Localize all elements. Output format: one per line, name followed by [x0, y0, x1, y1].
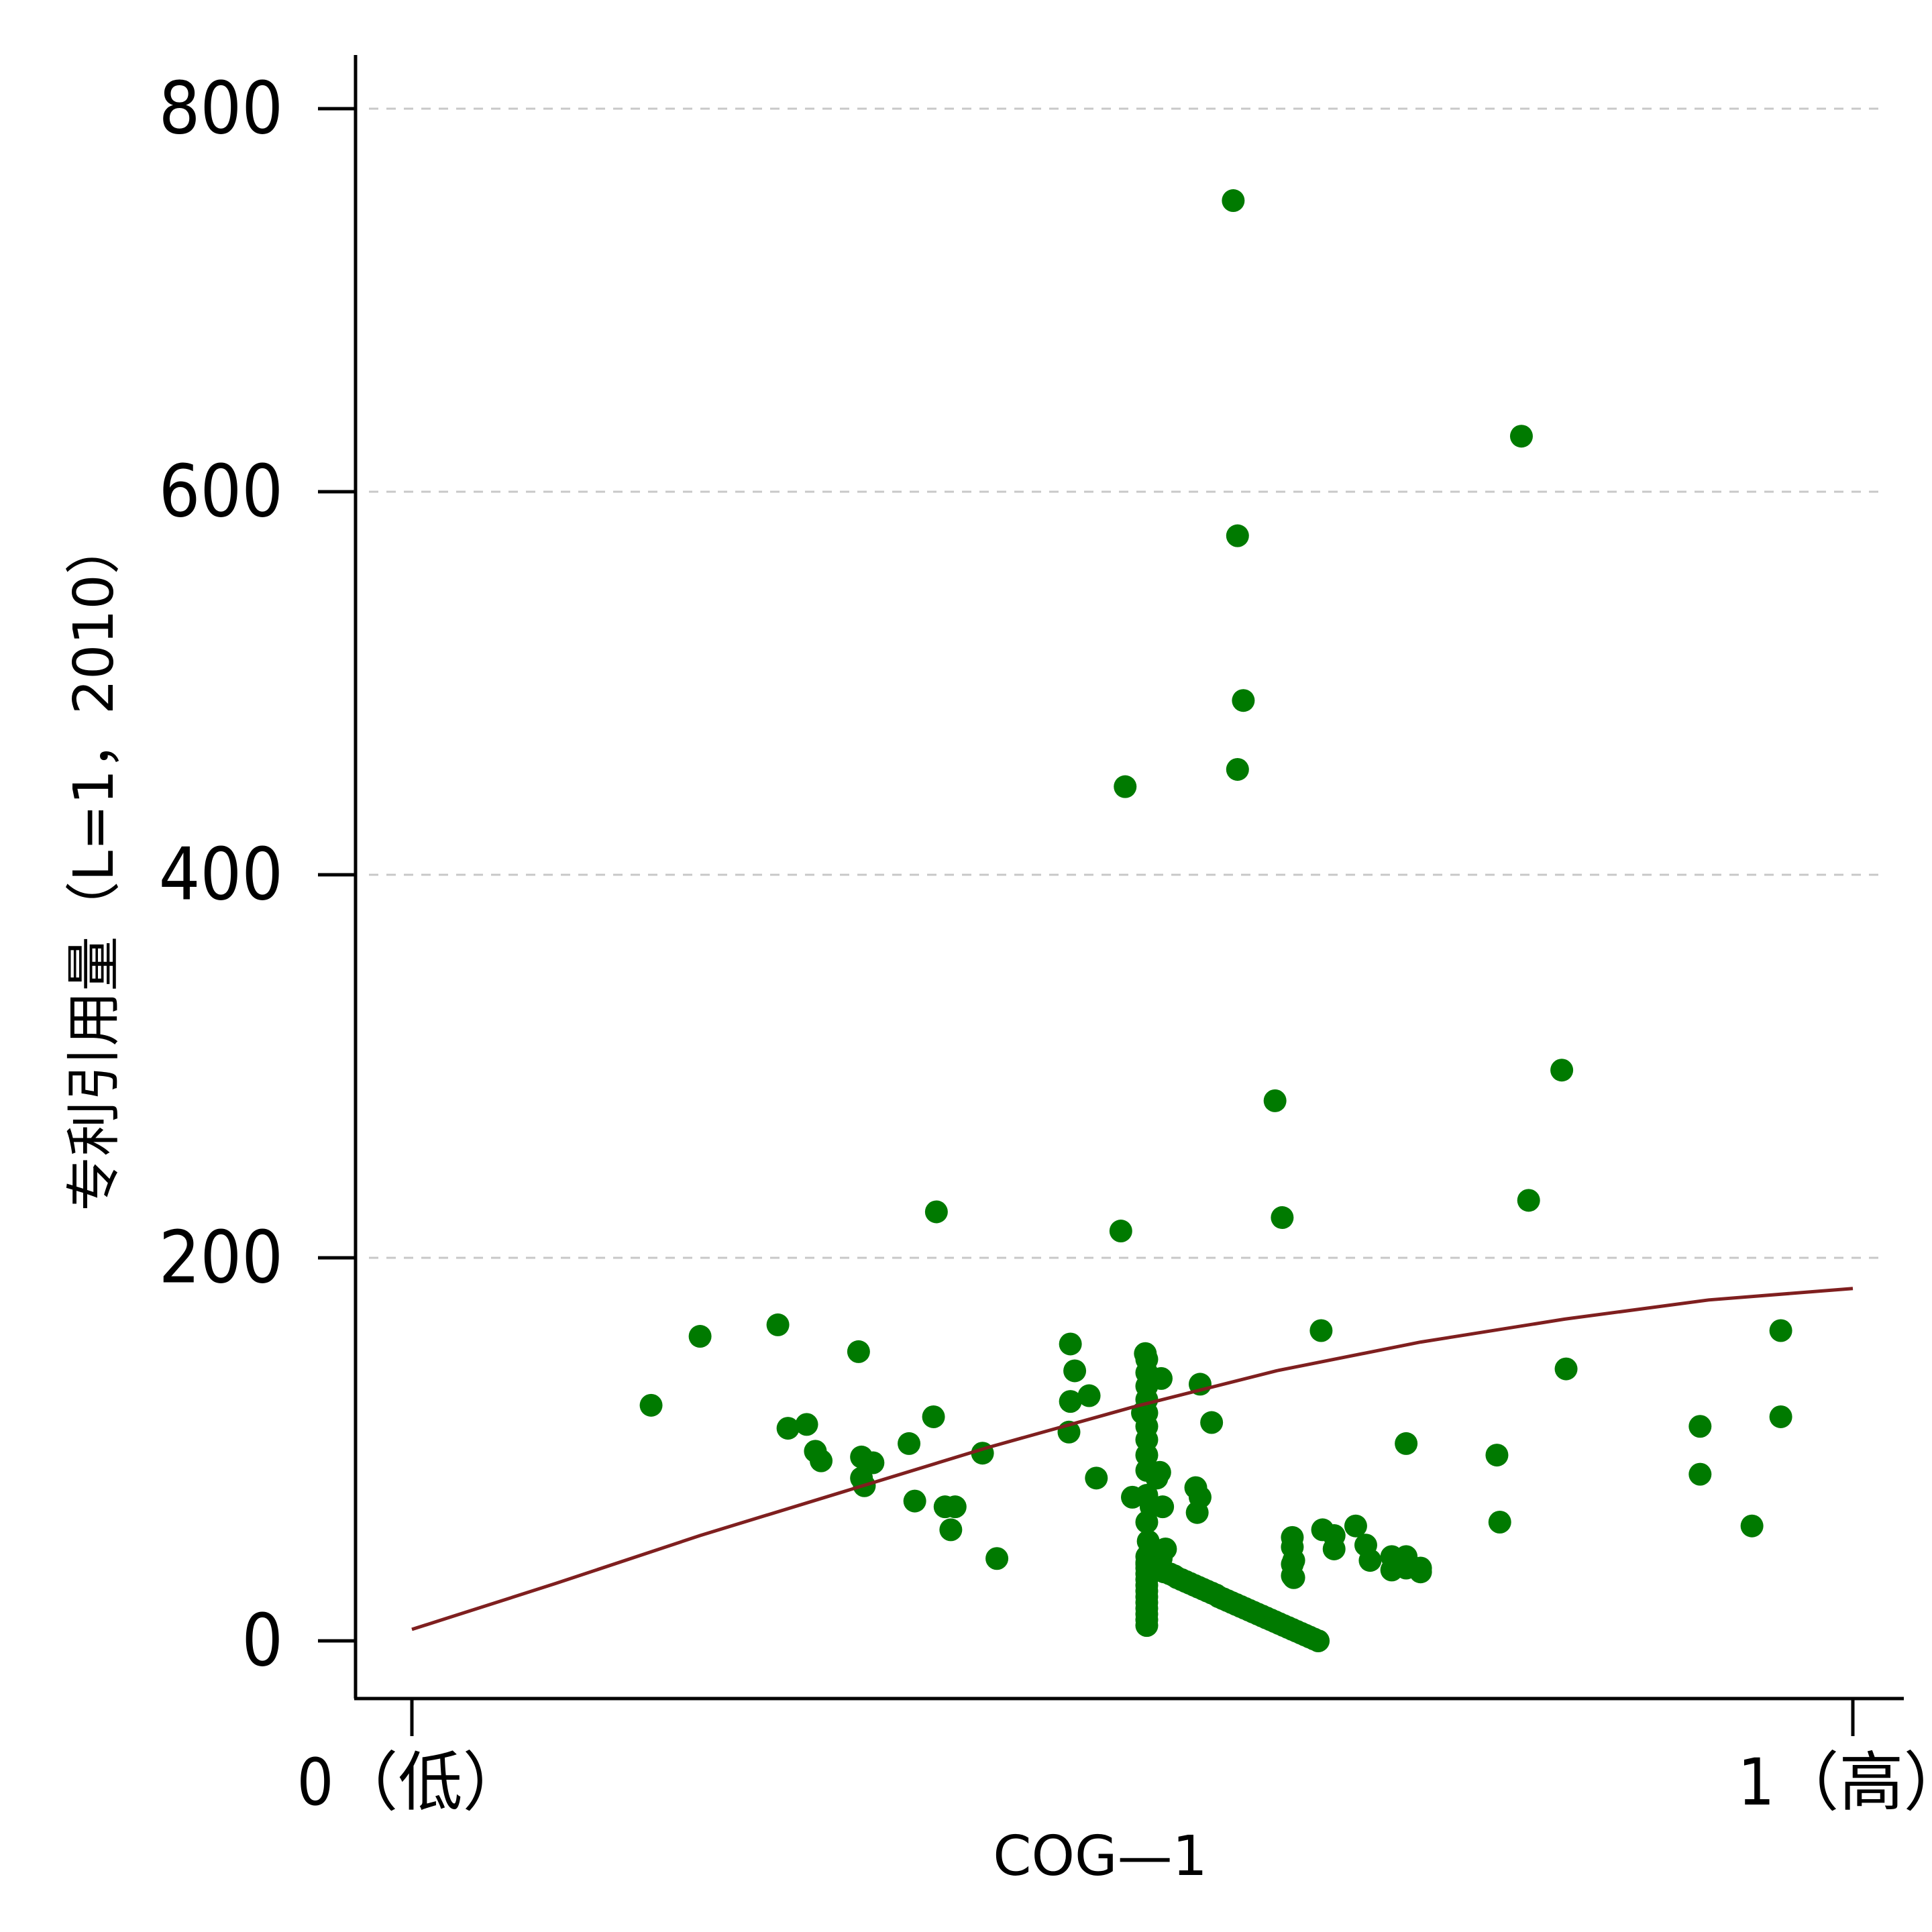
scatter-point-87: [1135, 1614, 1159, 1638]
scatter-point-40: [795, 1413, 818, 1436]
scatter-point-143: [1358, 1549, 1382, 1572]
scatter-point-72: [1185, 1501, 1209, 1524]
scatter-point-90: [1154, 1537, 1177, 1560]
x-tick-label-0: 0（低）: [297, 1745, 527, 1820]
scatter-point-21: [1554, 1357, 1578, 1381]
scatter-point-43: [810, 1449, 833, 1472]
scatter-point-34: [1085, 1466, 1108, 1490]
scatter-point-8: [924, 1200, 948, 1224]
scatter-point-36: [1485, 1444, 1509, 1467]
scatter-point-140: [1322, 1537, 1346, 1560]
scatter-point-51: [903, 1489, 926, 1513]
scatter-point-67: [1151, 1495, 1175, 1519]
scatter-point-25: [922, 1405, 945, 1428]
scatter-point-137: [1282, 1549, 1305, 1572]
scatter-point-50: [933, 1495, 957, 1519]
scatter-point-2: [1226, 524, 1249, 547]
x-ticks: 0（低） 1（高）: [297, 1699, 1932, 1820]
y-ticks: 0 200 400 600 800: [159, 67, 356, 1683]
scatter-point-53: [985, 1547, 1009, 1570]
scatter-point-131: [1307, 1629, 1330, 1652]
scatter-point-9: [1271, 1206, 1294, 1230]
scatter-point-55: [1121, 1485, 1144, 1509]
scatter-point-4: [1226, 757, 1249, 781]
scatter-point-134: [1282, 1566, 1305, 1589]
scatter-point-15: [639, 1393, 663, 1417]
scatter-point-7: [1263, 1089, 1287, 1112]
scatter-points: [639, 189, 1792, 1652]
y-tick-label-2: 400: [159, 833, 283, 917]
scatter-point-27: [1077, 1384, 1101, 1407]
scatter-point-31: [898, 1432, 921, 1455]
scatter-point-12: [766, 1313, 790, 1336]
y-tick-label-1: 200: [159, 1216, 283, 1300]
fit-line: [411, 1287, 1854, 1631]
scatter-point-16: [1059, 1332, 1082, 1356]
scatter-point-65: [1135, 1348, 1159, 1371]
scatter-point-29: [1200, 1411, 1224, 1434]
x-axis-title: COG—1: [993, 1825, 1208, 1888]
scatter-point-5: [1114, 775, 1137, 798]
scatter-point-3: [1232, 689, 1255, 712]
scatter-point-37: [1688, 1415, 1712, 1438]
scatter-point-38: [1688, 1462, 1712, 1486]
scatter-point-11: [1109, 1220, 1132, 1243]
scatter-point-136: [1281, 1525, 1304, 1549]
y-gridlines: [369, 107, 1884, 1259]
scatter-point-10: [1517, 1189, 1540, 1212]
scatter-point-0: [1222, 189, 1245, 213]
scatter-point-35: [1395, 1432, 1418, 1455]
scatter-point-68: [1135, 1510, 1159, 1534]
x-tick-label-1: 1（高）: [1738, 1745, 1932, 1820]
scatter-point-44: [850, 1445, 873, 1468]
scatter-point-141: [1344, 1514, 1367, 1538]
y-tick-label-0: 0: [241, 1599, 283, 1683]
scatter-point-14: [688, 1325, 712, 1348]
scatter-point-22: [1769, 1319, 1792, 1342]
scatter-point-52: [939, 1518, 963, 1542]
scatter-point-149: [1409, 1560, 1432, 1584]
scatter-point-26: [1059, 1390, 1082, 1413]
scatter-point-74: [1740, 1514, 1764, 1538]
scatter-point-73: [1488, 1510, 1511, 1534]
y-axis-title: 专利引用量（L=1，2010）: [62, 519, 126, 1211]
scatter-point-6: [1550, 1059, 1574, 1082]
scatter-point-17: [1063, 1359, 1087, 1383]
y-tick-label-3: 600: [159, 450, 283, 534]
scatter-point-1: [1509, 425, 1533, 448]
y-tick-label-4: 800: [159, 67, 283, 151]
scatter-point-39: [776, 1417, 800, 1440]
scatter-point-13: [847, 1340, 870, 1363]
scatter-point-23: [1769, 1405, 1792, 1428]
scatter-point-24: [1309, 1319, 1333, 1342]
